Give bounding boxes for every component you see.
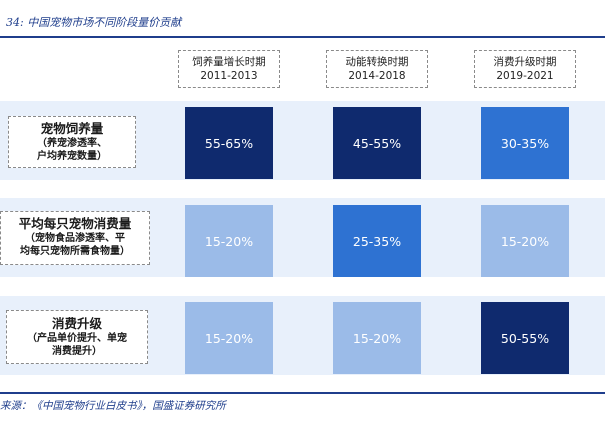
column-header-years: 2011-2013 [200,70,258,82]
cell-pet-count-transition: 45-55% [333,107,421,179]
cell-pet-count-growth: 55-65% [185,107,273,179]
column-header-years: 2014-2018 [348,70,406,82]
column-header-growth: 饲养量增长时期 2011-2013 [178,50,280,88]
cell-pet-count-upgrade: 30-35% [481,107,569,179]
row-label-main: 平均每只宠物消费量 [18,216,132,231]
row-label-main: 消费升级 [51,316,102,331]
row-label-upgrade: 消费升级 （产品单价提升、单宠 消费提升） [6,310,148,364]
column-header-name: 饲养量增长时期 [192,56,266,68]
cell-consumption-growth: 15-20% [185,205,273,277]
row-label-sub: （产品单价提升、单宠 [27,333,127,344]
column-header-name: 消费升级时期 [493,56,557,68]
cell-upgrade-transition: 15-20% [333,302,421,374]
source-note: 来源：《中国宠物行业白皮书》，国盛证券研究所 [0,400,226,412]
row-label-sub: （养宠渗透率、 [37,138,107,149]
bottom-divider [0,392,605,394]
column-header-years: 2019-2021 [496,70,554,82]
row-label-sub: 均每只宠物所需食物量） [20,246,130,257]
row-label-sub: 消费提升） [52,346,102,357]
row-label-sub: （宠物食品渗透率、平 [25,233,125,244]
row-label-pet-count: 宠物饲养量 （养宠渗透率、 户均养宠数量） [8,116,136,168]
column-header-name: 动能转换时期 [345,56,409,68]
column-header-transition: 动能转换时期 2014-2018 [326,50,428,88]
cell-upgrade-growth: 15-20% [185,302,273,374]
row-label-consumption: 平均每只宠物消费量 （宠物食品渗透率、平 均每只宠物所需食物量） [0,211,150,265]
row-label-sub: 户均养宠数量） [37,151,107,162]
cell-consumption-transition: 25-35% [333,205,421,277]
column-header-upgrade: 消费升级时期 2019-2021 [474,50,576,88]
figure-title: 34: 中国宠物市场不同阶段量价贡献 [6,16,182,29]
cell-consumption-upgrade: 15-20% [481,205,569,277]
top-divider [0,36,605,38]
row-label-main: 宠物饲养量 [40,121,104,136]
cell-upgrade-upgrade: 50-55% [481,302,569,374]
